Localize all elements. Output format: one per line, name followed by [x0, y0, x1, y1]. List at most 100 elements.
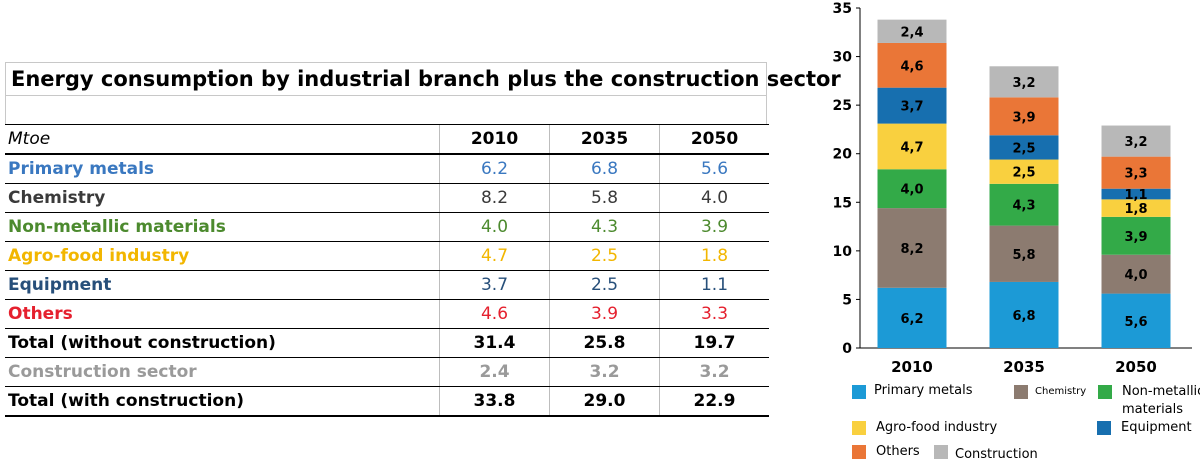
row-value: 2.4 [439, 357, 550, 387]
row-value: 25.8 [549, 328, 660, 358]
unit-label: Mtoe [5, 124, 440, 155]
bar-segment [989, 135, 1059, 160]
row-value: 22.9 [659, 386, 769, 417]
row-value: 19.7 [659, 328, 769, 358]
row-label: Primary metals [5, 153, 440, 184]
x-tick-label: 2035 [1003, 358, 1045, 376]
legend-label-primary-metals: Primary metals [874, 383, 973, 398]
bar-segment [1101, 156, 1171, 189]
y-tick-label: 0 [842, 341, 852, 357]
bar-segment [1101, 188, 1171, 200]
legend-label-equipment: Equipment [1121, 420, 1192, 435]
data-label: 1,8 [1124, 202, 1147, 217]
legend-label-non-metallic-2: materials [1122, 402, 1184, 417]
row-value: 4.6 [439, 299, 550, 329]
data-label: 6,8 [1012, 309, 1035, 324]
row-value: 4.0 [439, 212, 550, 242]
year-header: 2035 [549, 124, 660, 155]
data-label: 4,7 [900, 140, 923, 155]
y-tick-label: 30 [833, 50, 853, 66]
table-row: Total (with construction) 33.8 29.0 22.9 [5, 386, 769, 417]
bar-segment [989, 183, 1059, 226]
y-tick-label: 25 [833, 98, 852, 114]
legend-swatch-others [852, 445, 866, 459]
legend-label-others: Others [876, 444, 920, 459]
legend-label-non-metallic-1: Non-metallic [1122, 384, 1200, 399]
x-tick-label: 2050 [1115, 358, 1157, 376]
row-label: Total (with construction) [5, 386, 440, 417]
bar-segment [877, 87, 947, 124]
row-value: 8.2 [439, 183, 550, 213]
row-value: 6.8 [549, 153, 660, 184]
bar-segment [877, 208, 947, 288]
bar-segment [989, 97, 1059, 136]
row-label: Total (without construction) [5, 328, 440, 358]
row-value: 3.3 [659, 299, 769, 329]
legend-label-chemistry: Chemistry [1035, 386, 1087, 397]
legend-label-construction: Construction [955, 447, 1038, 462]
row-value: 3.2 [549, 357, 660, 387]
data-label: 3,2 [1012, 76, 1035, 91]
row-label: Others [5, 299, 440, 329]
data-label: 1,1 [1124, 188, 1147, 203]
row-value: 3.2 [659, 357, 769, 387]
table-row: Total (without construction) 31.4 25.8 19.7 [5, 328, 769, 358]
year-header: 2050 [659, 124, 769, 155]
data-label: 3,9 [1012, 110, 1035, 125]
row-value: 31.4 [439, 328, 550, 358]
row-value: 4.7 [439, 241, 550, 271]
energy-table: Mtoe 2010 2035 2050 Primary metals 6.2 6.8… [5, 124, 769, 417]
legend-swatch-chemistry [1014, 385, 1028, 399]
row-label: Agro-food industry [5, 241, 440, 271]
row-value: 3.9 [549, 299, 660, 329]
bar-segment [877, 287, 947, 348]
row-value: 29.0 [549, 386, 660, 417]
row-value: 4.0 [659, 183, 769, 213]
row-value: 4.3 [549, 212, 660, 242]
data-label: 4,3 [1012, 199, 1035, 214]
row-label: Construction sector [5, 357, 440, 387]
row-label: Equipment [5, 270, 440, 300]
legend-swatch-primary-metals [852, 385, 866, 399]
year-header: 2010 [439, 124, 550, 155]
table-row: Construction sector 2.4 3.2 3.2 [5, 357, 769, 387]
row-value: 33.8 [439, 386, 550, 417]
table-spacer [5, 96, 767, 124]
y-tick-label: 15 [833, 195, 852, 211]
row-value: 3.7 [439, 270, 550, 300]
row-label: Non-metallic materials [5, 212, 440, 242]
data-label: 3,7 [900, 100, 923, 115]
table-row: Agro-food industry 4.7 2.5 1.8 [5, 241, 769, 271]
y-tick-label: 20 [833, 147, 853, 163]
row-value: 3.9 [659, 212, 769, 242]
row-value: 2.5 [549, 241, 660, 271]
data-label: 2,4 [900, 25, 923, 40]
table-row: Non-metallic materials 4.0 4.3 3.9 [5, 212, 769, 242]
x-tick-label: 2010 [891, 358, 933, 376]
row-label: Chemistry [5, 183, 440, 213]
stacked-bar-chart: 0 5 10 15 20 25 30 35 2010 6,2 8,2 4,0 4,7 3,7 4,6 2,4 2… [833, 1, 1192, 376]
bar-segment [1101, 199, 1171, 217]
bar-segment [989, 225, 1059, 282]
legend-label-agro-food: Agro-food industry [876, 420, 998, 435]
bar-segment [1101, 293, 1171, 348]
data-label: 2,5 [1012, 166, 1035, 181]
row-value: 1.1 [659, 270, 769, 300]
row-value: 2.5 [549, 270, 660, 300]
legend-swatch-agro-food [852, 421, 866, 435]
y-tick-label: 10 [833, 244, 853, 260]
data-label: 6,2 [900, 312, 923, 327]
row-value: 6.2 [439, 153, 550, 184]
data-label: 5,8 [1012, 248, 1035, 263]
table-row: Others 4.6 3.9 3.3 [5, 299, 769, 329]
data-label: 4,0 [900, 183, 923, 198]
table-row: Primary metals 6.2 6.8 5.6 [5, 153, 769, 184]
row-value: 5.8 [549, 183, 660, 213]
table-row: Chemistry 8.2 5.8 4.0 [5, 183, 769, 213]
bar-segment [989, 281, 1059, 348]
table-title: Energy consumption by industrial branch … [5, 62, 841, 96]
data-label: 5,6 [1124, 315, 1147, 330]
row-value: 5.6 [659, 153, 769, 184]
bar-segment [877, 169, 947, 209]
bar-segment [877, 123, 947, 170]
